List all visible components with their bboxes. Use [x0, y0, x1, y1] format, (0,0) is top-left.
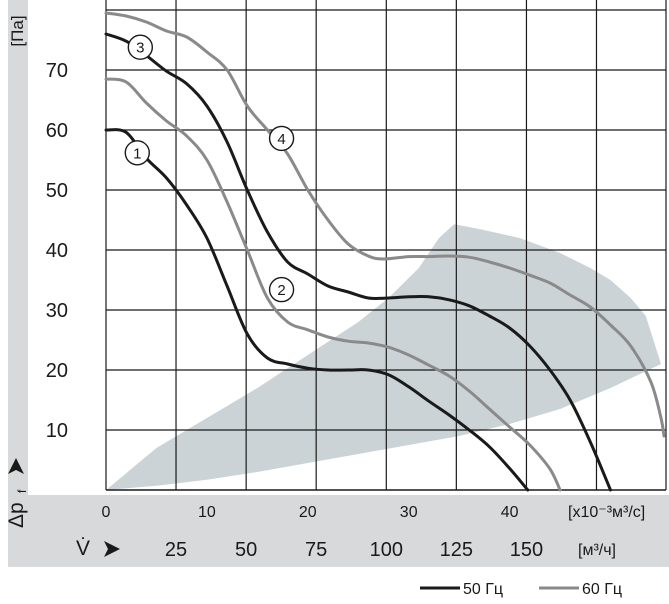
curve-marker-label: 3	[136, 40, 144, 57]
curve-marker-circle	[268, 276, 295, 303]
y-symbol-sub: f	[15, 489, 29, 493]
bottom-label-band	[8, 495, 669, 567]
curves	[104, 11, 666, 492]
y-tick-label: 30	[46, 300, 68, 322]
v-axis-symbol: V̇	[76, 537, 90, 560]
left-label-band	[8, 0, 28, 540]
x-tick-label: 10	[198, 504, 216, 521]
legend-label: 60 Гц	[582, 581, 622, 598]
v-tick-label: 25	[165, 539, 187, 561]
y-tick-label: 60	[46, 120, 68, 142]
y-tick-label: 40	[46, 240, 68, 262]
x-tick-label: 30	[400, 504, 418, 521]
curve-marker-circle	[268, 125, 295, 152]
operating-region-layer	[106, 224, 661, 490]
y-axis-symbol-sub-wrap: f	[15, 489, 29, 493]
y-tick-label: 10	[46, 420, 68, 442]
curve-line-2	[104, 77, 562, 492]
y-symbol-main: Δp	[5, 502, 28, 528]
y-unit-label: [Па]	[8, 15, 27, 46]
v-unit-label: [м³/ч]	[578, 542, 616, 559]
curve-marker-circle	[124, 140, 150, 166]
x-tick-label: 20	[299, 504, 317, 521]
v-tick-label: 150	[510, 539, 543, 561]
operating-region	[106, 224, 661, 490]
x-tick-label: 0	[102, 504, 111, 521]
v-tick-label: 125	[440, 539, 473, 561]
y-tick-label: 20	[46, 360, 68, 382]
y-tick-label: 50	[46, 180, 68, 202]
curve-line-4	[104, 11, 666, 438]
curve-line-1	[104, 128, 530, 492]
v-tick-label: 100	[370, 539, 403, 561]
x-tick-label: 40	[501, 504, 519, 521]
curve-marker-circle	[127, 34, 154, 60]
y-arrow-icon	[8, 458, 24, 474]
v-tick-label: 50	[235, 539, 257, 561]
v-arrow-icon	[104, 541, 120, 557]
x-unit-label: [x10⁻³м³/с]	[568, 504, 645, 521]
curve-markers: 1 2 3 4	[124, 34, 295, 303]
legend: 50 Гц 60 Гц	[420, 581, 622, 598]
grid	[105, 0, 667, 491]
curve-marker-label: 4	[277, 131, 285, 148]
y-axis-symbol: Δp	[5, 502, 28, 528]
curve-marker-label: 2	[277, 282, 285, 299]
curve-line-3	[104, 32, 612, 492]
y-tick-label: 70	[46, 60, 68, 82]
legend-label: 50 Гц	[463, 581, 503, 598]
v-tick-label: 75	[305, 539, 327, 561]
curve-marker-label: 1	[133, 145, 141, 162]
tick-labels: 10 20 30 40 50 60 70 0 10 20 30 40 25 50 75 100 125 150	[46, 60, 543, 561]
